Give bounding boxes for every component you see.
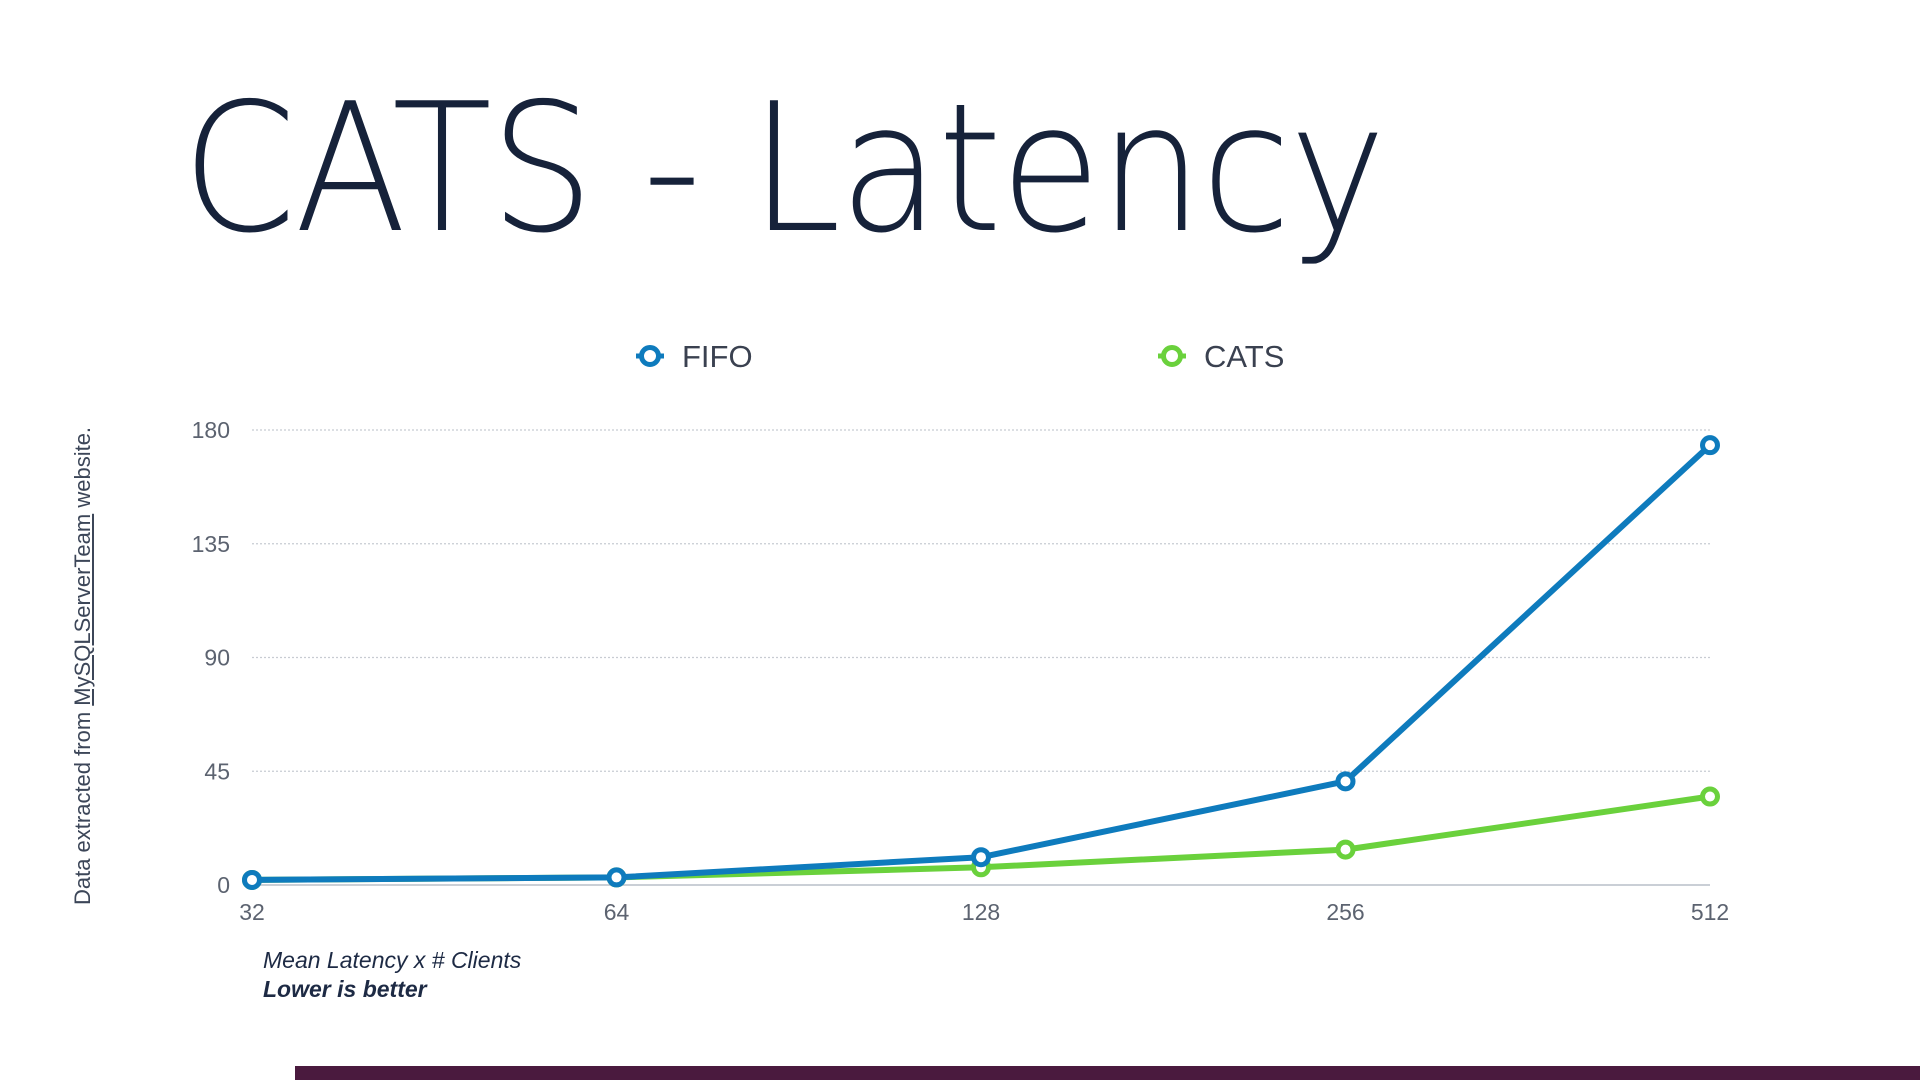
y-tick-label: 45 xyxy=(204,758,230,784)
x-tick-label: 256 xyxy=(1326,899,1364,925)
data-point-fifo xyxy=(1335,771,1356,792)
data-point-fifo xyxy=(606,867,627,888)
y-tick-label: 180 xyxy=(192,417,230,443)
series-line-fifo xyxy=(249,442,1713,883)
data-point-fifo xyxy=(1700,435,1720,456)
y-tick-label: 135 xyxy=(192,531,230,557)
caption-metric: Mean Latency x # Clients xyxy=(263,947,522,973)
data-point-fifo xyxy=(242,869,262,890)
y-tick-label: 0 xyxy=(217,872,230,898)
x-tick-label: 32 xyxy=(239,899,265,925)
slide-title: CATS - Latency xyxy=(182,65,1386,272)
data-point-cats xyxy=(1335,839,1356,860)
caption-hint: Lower is better xyxy=(263,976,427,1002)
chart-axes: 0 45 90 135 180 32 64 128 256 512 xyxy=(192,417,1730,925)
x-tick-label: 512 xyxy=(1691,899,1729,925)
data-point-fifo xyxy=(971,847,991,868)
x-tick-label: 64 xyxy=(604,899,630,925)
y-tick-label: 90 xyxy=(204,645,230,671)
chart-legend: FIFO CATS xyxy=(636,339,1284,374)
legend-label: CATS xyxy=(1204,339,1284,374)
x-tick-label: 128 xyxy=(962,899,1000,925)
chart-series xyxy=(242,435,1720,890)
legend-marker xyxy=(639,345,661,367)
legend-label: FIFO xyxy=(682,339,753,374)
legend-marker xyxy=(1161,345,1183,367)
chart-grid xyxy=(252,429,1710,772)
footer-bar xyxy=(295,1066,1920,1080)
chart-captions: Mean Latency x # Clients Lower is better xyxy=(263,946,521,1004)
data-point-cats xyxy=(1700,786,1720,807)
